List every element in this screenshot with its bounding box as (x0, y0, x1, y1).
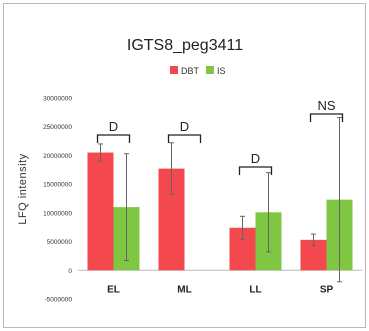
significance-bracket (96, 134, 131, 143)
x-tick-label-ml: ML (177, 284, 191, 295)
chart-title: IGTS8_peg3411 (127, 37, 243, 54)
significance-annotations: D D D NS (96, 98, 344, 175)
significance-bracket (309, 113, 344, 122)
x-tick-label-el: EL (107, 284, 120, 295)
y-tick-label: 25000000 (43, 124, 72, 131)
x-tick-label-ll: LL (249, 284, 261, 295)
y-tick-label: 5000000 (47, 239, 73, 246)
bars (87, 152, 353, 271)
error-bars (98, 117, 342, 283)
bar-chart: IGTS8_peg3411 DBT IS LFQ intensity -5000… (17, 37, 362, 304)
significance-label: D (109, 119, 118, 134)
significance-bracket (238, 166, 273, 175)
significance-label: D (251, 151, 260, 166)
y-tick-label: 0 (68, 268, 72, 275)
y-axis-ticks: -5000000 0 5000000 10000000 15000000 20000000… (43, 96, 72, 304)
significance-label: NS (317, 98, 335, 113)
significance-bracket (167, 134, 202, 143)
y-tick-label: 30000000 (43, 96, 72, 103)
y-axis-label: LFQ intensity (17, 153, 29, 224)
x-tick-label-sp: SP (320, 284, 334, 295)
y-tick-label: 10000000 (43, 210, 72, 217)
legend-label-dbt: DBT (181, 66, 200, 76)
legend: DBT IS (170, 66, 226, 76)
legend-swatch-dbt (170, 66, 178, 74)
x-axis-ticks: EL ML LL SP (107, 284, 333, 295)
significance-label: D (180, 119, 189, 134)
bar-dbt-el (87, 152, 114, 271)
legend-label-is: IS (217, 66, 226, 76)
y-tick-label: -5000000 (45, 297, 73, 304)
chart-frame: IGTS8_peg3411 DBT IS LFQ intensity -5000… (3, 3, 366, 328)
y-tick-label: 15000000 (43, 182, 72, 189)
y-tick-label: 20000000 (43, 153, 72, 160)
legend-swatch-is (206, 66, 214, 74)
